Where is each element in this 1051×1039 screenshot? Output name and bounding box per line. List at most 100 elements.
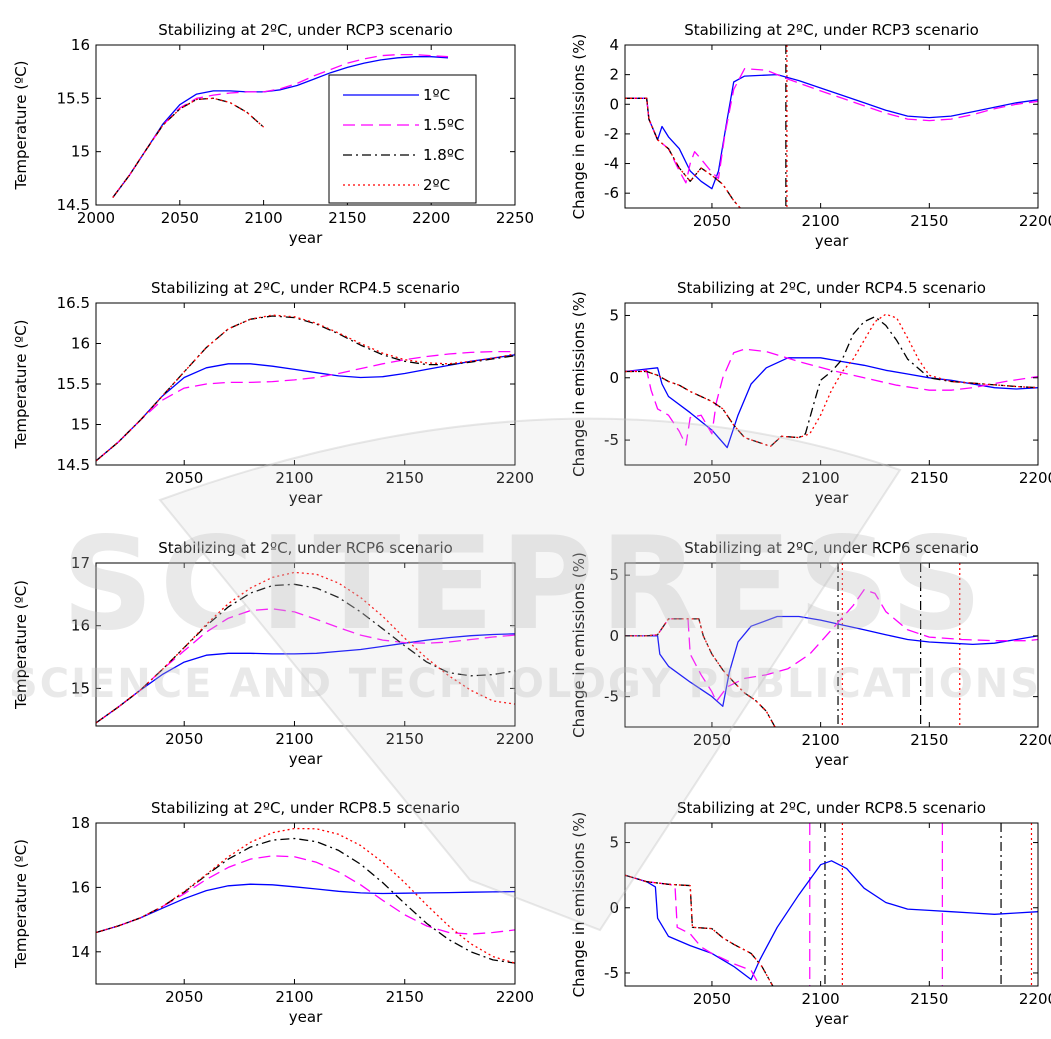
series-line bbox=[96, 633, 515, 724]
plot-frame bbox=[95, 44, 516, 206]
chart-panel: Stabilizing at 2ºC, under RCP4.5 scenari… bbox=[12, 279, 534, 507]
series-line bbox=[112, 56, 449, 198]
y-tick-label: 14.5 bbox=[57, 456, 90, 474]
y-tick-label: 16 bbox=[71, 617, 90, 635]
series-line bbox=[625, 874, 774, 986]
y-tick-label: -6 bbox=[604, 184, 619, 202]
x-axis-label: year bbox=[815, 751, 849, 769]
plot-frame bbox=[624, 822, 1039, 987]
y-axis-label: Temperature (ºC) bbox=[12, 839, 30, 969]
y-tick-label: -5 bbox=[604, 431, 619, 449]
chart-title: Stabilizing at 2ºC, under RCP8.5 scenari… bbox=[151, 799, 460, 817]
legend-box bbox=[328, 74, 477, 204]
x-axis-label: year bbox=[815, 489, 849, 507]
x-tick-label: 2200 bbox=[1019, 469, 1051, 487]
series-line bbox=[625, 316, 1038, 447]
y-tick-label: 5 bbox=[609, 306, 619, 324]
plot-frame bbox=[95, 822, 516, 985]
y-tick-label: 5 bbox=[609, 834, 619, 852]
y-tick-label: 16 bbox=[71, 878, 90, 896]
x-axis-label: year bbox=[289, 489, 323, 507]
chart-title: Stabilizing at 2ºC, under RCP3 scenario bbox=[684, 21, 979, 39]
y-tick-label: 15.5 bbox=[57, 375, 90, 393]
plot-frame bbox=[624, 44, 1039, 209]
x-tick-label: 2100 bbox=[802, 990, 840, 1008]
x-tick-label: 2100 bbox=[275, 988, 313, 1006]
series-line bbox=[96, 314, 515, 462]
y-axis-label: Change in emissions (%) bbox=[570, 552, 588, 738]
x-tick-label: 2150 bbox=[910, 731, 948, 749]
x-tick-label: 2200 bbox=[496, 730, 534, 748]
y-tick-label: 0 bbox=[609, 95, 619, 113]
x-tick-label: 2050 bbox=[161, 209, 199, 227]
chart-panel: Stabilizing at 2ºC, under RCP8.5 scenari… bbox=[12, 799, 534, 1026]
x-tick-label: 2150 bbox=[910, 212, 948, 230]
legend-entry-label: 1.8ºC bbox=[423, 146, 464, 164]
y-tick-label: 14 bbox=[71, 943, 90, 961]
y-tick-label: 0 bbox=[609, 627, 619, 645]
series-line bbox=[96, 827, 515, 964]
series-line bbox=[625, 874, 774, 986]
y-tick-label: 2 bbox=[609, 66, 619, 84]
series-line bbox=[96, 350, 515, 462]
legend-entry-label: 1.5ºC bbox=[423, 116, 464, 134]
series-line bbox=[625, 618, 776, 727]
plot-frame bbox=[95, 562, 516, 727]
x-tick-label: 2150 bbox=[910, 990, 948, 1008]
y-tick-label: 15 bbox=[71, 416, 90, 434]
y-tick-label: 0 bbox=[609, 899, 619, 917]
chart-panels: Stabilizing at 2ºC, under RCP3 scenario 2… bbox=[12, 21, 1051, 1028]
x-tick-label: 2250 bbox=[496, 209, 534, 227]
x-tick-label: 2200 bbox=[496, 469, 534, 487]
x-tick-label: 2150 bbox=[386, 988, 424, 1006]
y-axis-label: Change in emissions (%) bbox=[570, 34, 588, 220]
y-tick-label: 17 bbox=[71, 554, 90, 572]
y-tick-label: 14.5 bbox=[57, 196, 90, 214]
x-tick-label: 2100 bbox=[802, 469, 840, 487]
series-line bbox=[96, 883, 515, 934]
plot-frame bbox=[95, 302, 516, 466]
chart-title: Stabilizing at 2ºC, under RCP6 scenario bbox=[158, 539, 453, 557]
y-axis-label: Change in emissions (%) bbox=[570, 812, 588, 998]
x-tick-label: 2150 bbox=[328, 209, 366, 227]
y-tick-label: 15 bbox=[71, 143, 90, 161]
y-tick-label: 15.5 bbox=[57, 89, 90, 107]
y-tick-label: -5 bbox=[604, 688, 619, 706]
x-tick-label: 2200 bbox=[412, 209, 450, 227]
series-group bbox=[96, 571, 515, 724]
series-line bbox=[625, 874, 761, 986]
plot-frame bbox=[624, 302, 1039, 466]
series-group bbox=[96, 314, 515, 462]
series-line bbox=[625, 68, 1038, 184]
x-tick-label: 2100 bbox=[275, 730, 313, 748]
chart-panel: Stabilizing at 2ºC, under RCP3 scenario 2… bbox=[570, 21, 1051, 250]
x-axis-label: year bbox=[815, 1010, 849, 1028]
x-tick-label: 2050 bbox=[165, 988, 203, 1006]
series-line bbox=[112, 97, 265, 198]
y-axis-label: Temperature (ºC) bbox=[12, 580, 30, 710]
x-axis-label: year bbox=[289, 229, 323, 247]
series-line bbox=[625, 73, 1038, 190]
chart-title: Stabilizing at 2ºC, under RCP4.5 scenari… bbox=[151, 279, 460, 297]
series-line bbox=[625, 313, 1038, 447]
x-axis-label: year bbox=[289, 750, 323, 768]
series-line bbox=[96, 608, 515, 724]
series-group bbox=[625, 563, 1038, 727]
series-group bbox=[96, 827, 515, 964]
x-tick-label: 2200 bbox=[1019, 212, 1051, 230]
x-tick-label: 2100 bbox=[802, 212, 840, 230]
y-axis-label: Temperature (ºC) bbox=[12, 319, 30, 449]
chart-panel: Stabilizing at 2ºC, under RCP6 scenario 2… bbox=[570, 539, 1051, 769]
chart-title: Stabilizing at 2ºC, under RCP6 scenario bbox=[684, 539, 979, 557]
plot-frame bbox=[624, 562, 1039, 728]
y-axis-label: Temperature (ºC) bbox=[12, 60, 30, 190]
x-axis-label: year bbox=[815, 232, 849, 250]
series-line bbox=[96, 354, 515, 462]
x-tick-label: 2050 bbox=[693, 731, 731, 749]
legend: 1ºC 1.5ºC 1.8ºC 2ºC bbox=[328, 74, 477, 204]
y-tick-label: 16 bbox=[71, 36, 90, 54]
series-line bbox=[96, 855, 515, 935]
x-tick-label: 2050 bbox=[693, 212, 731, 230]
x-tick-label: 2050 bbox=[693, 990, 731, 1008]
